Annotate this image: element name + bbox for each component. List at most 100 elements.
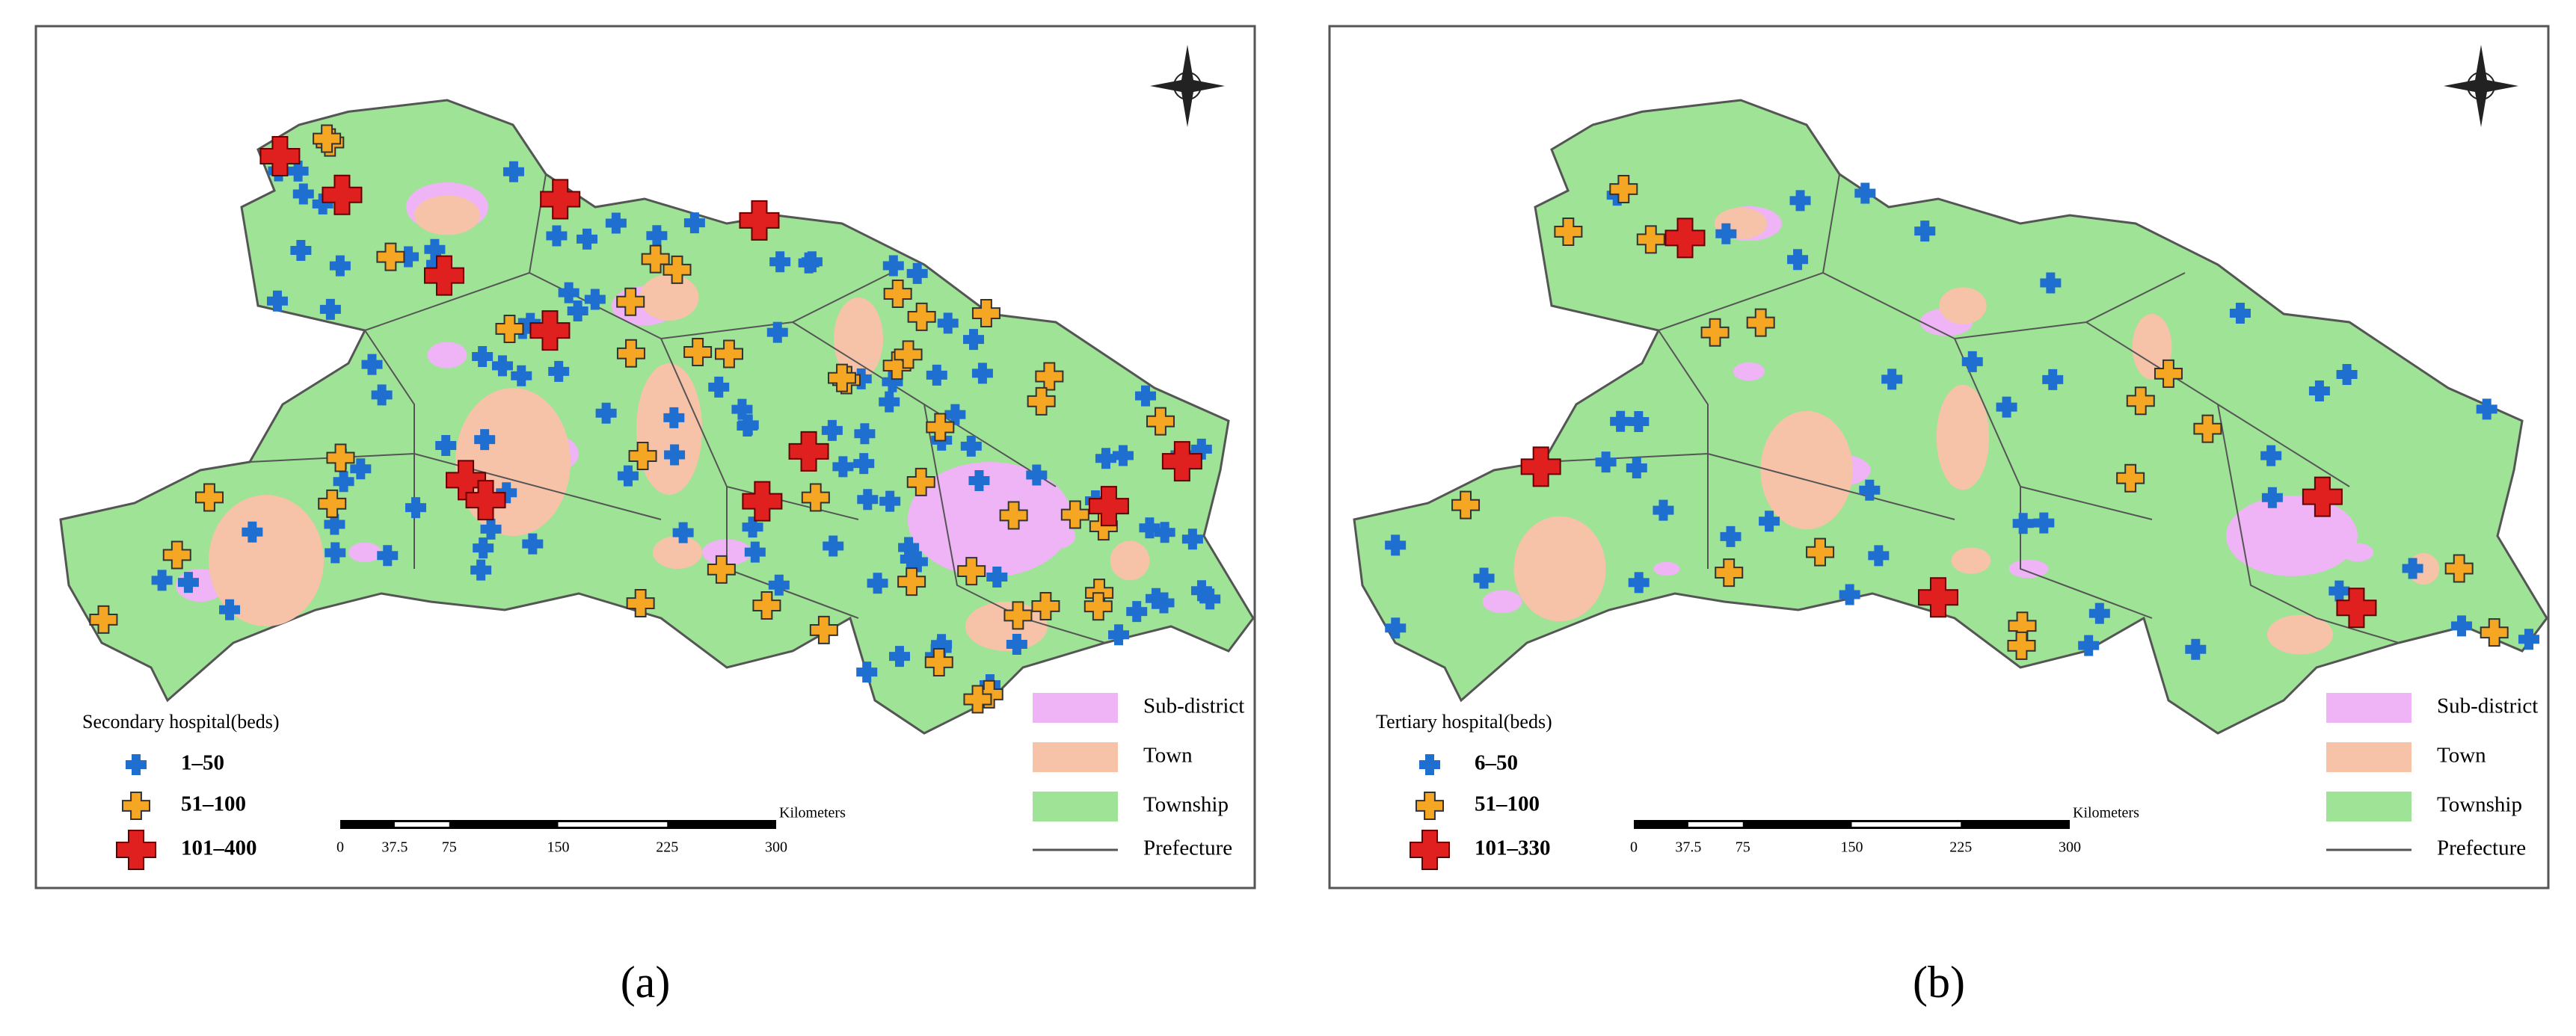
hospital-marker bbox=[495, 314, 524, 343]
map bbox=[1353, 99, 2548, 735]
hospital-marker bbox=[329, 255, 351, 277]
prefecture-boundary bbox=[1658, 330, 1709, 569]
north-arrow-star bbox=[1150, 45, 1225, 127]
hospital-marker bbox=[376, 242, 405, 271]
legend-title: Secondary hospital(beds) bbox=[82, 711, 280, 733]
hospital-marker bbox=[707, 555, 736, 584]
hospital-marker bbox=[1083, 592, 1113, 621]
town-area bbox=[639, 274, 699, 321]
hospital-marker bbox=[474, 429, 496, 451]
hospital-marker bbox=[714, 339, 743, 369]
hospital-marker bbox=[558, 282, 580, 303]
hospital-marker bbox=[377, 545, 399, 567]
hospital-marker bbox=[663, 255, 692, 284]
hospital-marker bbox=[313, 124, 342, 153]
legend-swatch bbox=[1033, 742, 1118, 772]
panel-caption: (a) bbox=[621, 958, 671, 1007]
hospital-marker bbox=[1759, 511, 1780, 532]
north-arrow-star bbox=[2444, 45, 2518, 127]
hospital-marker bbox=[971, 363, 993, 384]
hospital-marker bbox=[626, 589, 655, 618]
scale-label: 75 bbox=[1736, 839, 1750, 856]
scale-bar-segment bbox=[1851, 822, 1961, 827]
hospital-marker bbox=[435, 435, 457, 457]
hospital-marker bbox=[1190, 580, 1212, 602]
hospital-marker bbox=[2261, 487, 2283, 508]
legend-swatch bbox=[1033, 693, 1118, 723]
sub-district-area bbox=[427, 342, 467, 369]
town-area bbox=[2267, 614, 2333, 655]
hospital-marker bbox=[472, 346, 494, 368]
hospital-marker bbox=[1473, 567, 1495, 589]
legend-marker bbox=[1410, 830, 1450, 870]
hospital-marker bbox=[968, 470, 990, 492]
hospital-marker bbox=[1181, 528, 1203, 550]
hospital-marker bbox=[219, 599, 241, 620]
hospital-marker bbox=[1145, 588, 1166, 609]
hospital-marker bbox=[522, 533, 544, 555]
hospital-marker bbox=[361, 354, 383, 375]
hospital-marker bbox=[1161, 441, 1202, 482]
scale-label: 300 bbox=[765, 839, 787, 856]
north-arrow-ring bbox=[2467, 72, 2495, 100]
hospital-marker bbox=[641, 244, 670, 274]
hospital-marker bbox=[731, 398, 753, 420]
hospital-marker bbox=[1108, 624, 1130, 646]
prefecture-boundary bbox=[1822, 272, 2186, 340]
legend-label: 101–330 bbox=[1475, 836, 1551, 860]
hospital-marker bbox=[832, 456, 854, 478]
hospital-marker bbox=[672, 522, 694, 543]
scale-bar-segment bbox=[558, 822, 668, 827]
hospital-marker bbox=[548, 360, 570, 382]
hospital-marker bbox=[259, 136, 301, 177]
hospital-marker bbox=[2040, 272, 2062, 294]
sub-district-area bbox=[1036, 522, 1076, 549]
hospital-marker bbox=[1715, 558, 1744, 588]
hospital-marker bbox=[821, 419, 843, 441]
hospital-marker bbox=[2008, 611, 2037, 641]
hospital-marker bbox=[2302, 476, 2343, 517]
hospital-marker bbox=[616, 287, 645, 316]
prefecture-boundary bbox=[2217, 404, 2400, 644]
legend-label: 51–100 bbox=[181, 792, 246, 816]
map-panel: Secondary hospital(beds) 1–50 51–100 101–40… bbox=[34, 25, 1256, 889]
scale-label: 37.5 bbox=[381, 839, 408, 856]
hospital-marker bbox=[664, 444, 686, 466]
hospital-marker bbox=[473, 537, 494, 559]
hospital-marker bbox=[496, 482, 517, 504]
legend-label: Prefecture bbox=[1143, 836, 1232, 860]
hospital-marker bbox=[595, 402, 617, 424]
hospital-marker bbox=[1787, 249, 1809, 271]
hospital-marker bbox=[324, 514, 345, 535]
hospital-marker bbox=[2402, 558, 2423, 579]
hospital-marker bbox=[1190, 438, 1212, 460]
hospital-marker bbox=[1060, 500, 1089, 529]
hospital-marker bbox=[2308, 380, 2330, 401]
legend-marker bbox=[126, 754, 147, 775]
hospital-marker bbox=[162, 540, 191, 570]
hospital-marker bbox=[957, 557, 986, 586]
panel-caption: (b) bbox=[1913, 958, 1965, 1007]
hospital-marker bbox=[1628, 410, 1650, 432]
hospital-marker bbox=[768, 574, 790, 596]
hospital-marker bbox=[322, 174, 363, 215]
legend-marker bbox=[1419, 754, 1440, 775]
hospital-marker bbox=[350, 458, 372, 480]
hospital-marker bbox=[856, 662, 878, 683]
hospital-marker bbox=[2444, 554, 2474, 583]
hospital-marker bbox=[465, 480, 506, 521]
legend-label: Township bbox=[2437, 793, 2522, 817]
legend-marker bbox=[122, 792, 150, 820]
hospital-marker bbox=[883, 280, 912, 309]
hospital-marker bbox=[2260, 445, 2282, 466]
town-area bbox=[1939, 287, 1987, 324]
hospital-marker bbox=[1031, 591, 1060, 620]
hospital-marker bbox=[1385, 617, 1407, 639]
hospital-marker bbox=[708, 376, 730, 398]
legend-label: 6–50 bbox=[1475, 751, 1518, 775]
hospital-marker bbox=[999, 501, 1028, 530]
hospital-marker bbox=[1715, 223, 1737, 244]
scale-label: 0 bbox=[336, 839, 344, 856]
hospital-marker bbox=[766, 321, 788, 343]
